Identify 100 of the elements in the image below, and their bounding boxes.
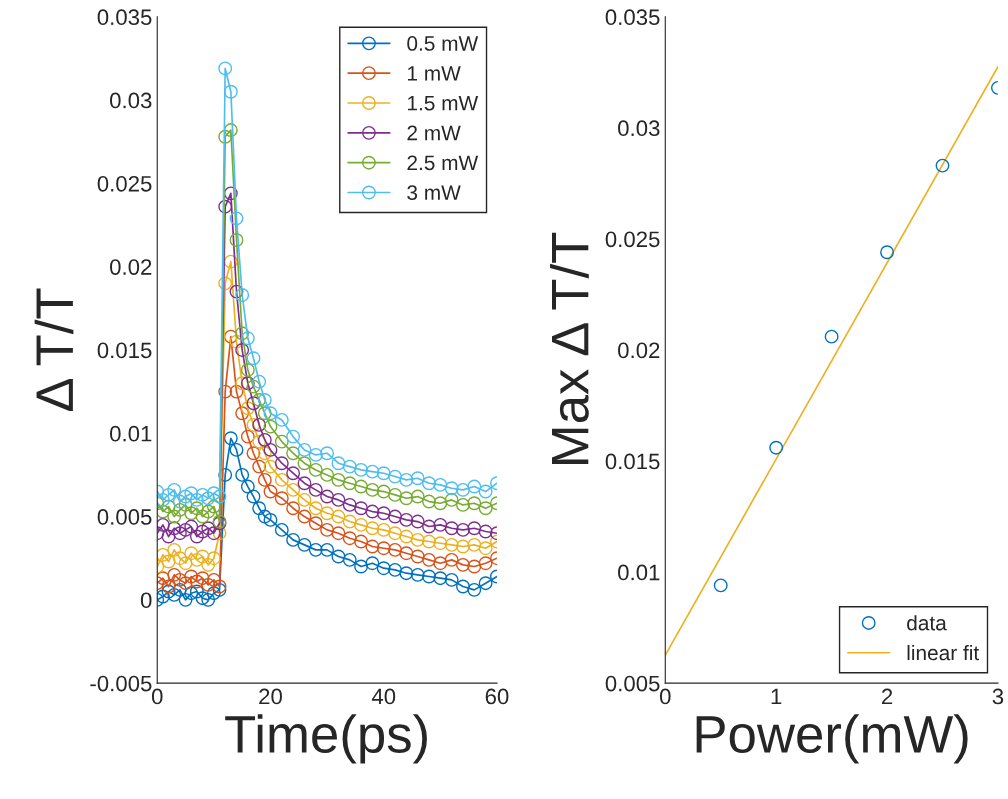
legend-label: 2 mW bbox=[407, 125, 461, 141]
point bbox=[297, 442, 312, 457]
point bbox=[235, 467, 250, 482]
point bbox=[263, 459, 278, 474]
point bbox=[218, 61, 233, 76]
point bbox=[824, 329, 839, 344]
point bbox=[240, 429, 255, 444]
point bbox=[184, 586, 199, 601]
point bbox=[399, 566, 414, 581]
point bbox=[467, 479, 482, 494]
point bbox=[467, 496, 482, 511]
y-tick-label: 0.025 bbox=[605, 231, 660, 248]
point bbox=[331, 549, 346, 564]
y-tick-label: 0.01 bbox=[110, 425, 152, 442]
x-tick-label: 20 bbox=[259, 688, 282, 705]
point bbox=[157, 504, 170, 519]
point bbox=[365, 539, 380, 554]
point bbox=[331, 526, 346, 541]
point bbox=[252, 434, 267, 449]
point bbox=[229, 233, 244, 247]
point bbox=[157, 589, 170, 604]
point bbox=[206, 586, 221, 601]
point bbox=[365, 482, 380, 497]
point bbox=[286, 466, 301, 481]
point bbox=[167, 509, 182, 524]
point bbox=[320, 489, 335, 504]
point bbox=[308, 542, 323, 557]
point bbox=[189, 584, 204, 599]
point bbox=[399, 529, 414, 544]
point bbox=[444, 537, 459, 552]
point bbox=[167, 521, 182, 536]
point bbox=[456, 579, 470, 594]
legend-label: linear fit bbox=[907, 644, 980, 661]
point bbox=[195, 591, 210, 606]
point bbox=[456, 522, 470, 537]
point bbox=[297, 509, 312, 524]
legend-label: 1 mW bbox=[408, 66, 461, 81]
point bbox=[178, 576, 193, 591]
y-tick-label: 0.015 bbox=[97, 342, 152, 359]
point bbox=[456, 557, 470, 572]
legend-label: 3 mW bbox=[407, 185, 461, 201]
point bbox=[274, 472, 289, 487]
point bbox=[201, 491, 216, 506]
point bbox=[399, 546, 414, 561]
point bbox=[388, 542, 402, 557]
point bbox=[263, 419, 278, 434]
point bbox=[456, 497, 470, 512]
point bbox=[161, 584, 176, 599]
point bbox=[399, 472, 414, 487]
point bbox=[218, 199, 233, 214]
point bbox=[240, 363, 255, 377]
point bbox=[161, 499, 176, 514]
point bbox=[365, 521, 380, 536]
point bbox=[195, 487, 210, 502]
point bbox=[478, 524, 493, 539]
point bbox=[201, 577, 216, 592]
point bbox=[263, 484, 278, 499]
point bbox=[246, 446, 261, 461]
point bbox=[388, 509, 402, 524]
point bbox=[223, 254, 238, 269]
point bbox=[365, 556, 380, 571]
point bbox=[444, 552, 459, 567]
point bbox=[388, 487, 402, 502]
point bbox=[201, 557, 216, 572]
y-axis-title: Δ T/T bbox=[34, 288, 74, 411]
point bbox=[467, 582, 482, 597]
point bbox=[433, 517, 448, 532]
point bbox=[286, 446, 301, 461]
point bbox=[478, 501, 493, 516]
point bbox=[223, 84, 238, 99]
point bbox=[223, 186, 238, 201]
point bbox=[172, 494, 187, 509]
y-tick-label: 0.025 bbox=[97, 175, 152, 192]
x-tick-label: 0 bbox=[659, 688, 671, 705]
point bbox=[342, 514, 357, 529]
point bbox=[354, 479, 369, 494]
point bbox=[388, 469, 402, 484]
point bbox=[308, 516, 323, 531]
point bbox=[388, 526, 402, 541]
point bbox=[422, 476, 436, 491]
point bbox=[240, 331, 255, 346]
point bbox=[308, 482, 323, 497]
x-tick-label: 40 bbox=[371, 688, 396, 705]
point bbox=[433, 556, 448, 571]
point bbox=[178, 489, 193, 504]
point bbox=[399, 491, 414, 506]
point bbox=[354, 559, 369, 574]
point bbox=[178, 556, 193, 571]
point bbox=[212, 489, 227, 504]
point bbox=[257, 446, 272, 461]
point bbox=[229, 442, 244, 457]
point bbox=[713, 578, 728, 593]
point bbox=[189, 574, 204, 589]
point bbox=[189, 501, 204, 516]
point bbox=[184, 546, 199, 561]
point bbox=[257, 472, 272, 487]
point bbox=[184, 486, 199, 501]
point bbox=[257, 392, 272, 407]
point bbox=[178, 592, 193, 607]
point bbox=[376, 561, 391, 576]
